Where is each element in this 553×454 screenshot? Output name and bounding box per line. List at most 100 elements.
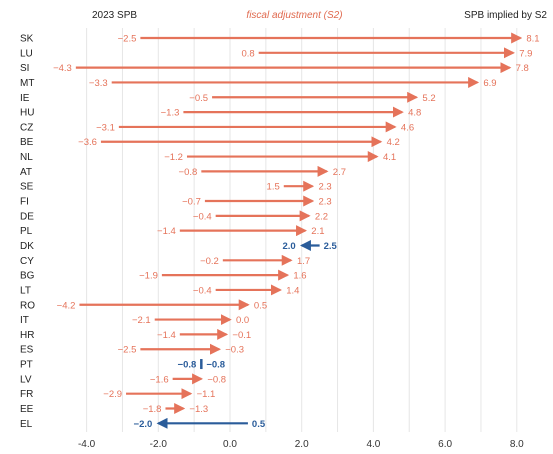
- start-value-label: −3.1: [96, 122, 115, 133]
- chart-row-si: SI −4.3 7.8: [20, 62, 529, 74]
- x-tick-label: 2.0: [295, 439, 309, 450]
- header-right-label: SPB implied by S2: [464, 10, 547, 21]
- x-tick-label: 0.0: [223, 439, 237, 450]
- x-tick-label: 6.0: [438, 439, 452, 450]
- end-value-label: −0.3: [225, 345, 244, 356]
- start-value-label: −3.3: [89, 78, 108, 89]
- chart-row-sk: SK −2.5 8.1: [20, 32, 540, 45]
- end-value-label: 4.8: [408, 108, 421, 119]
- country-label: HU: [20, 108, 34, 119]
- country-label: AT: [20, 167, 32, 178]
- x-tick-label: 8.0: [510, 439, 524, 450]
- country-label: SI: [20, 63, 29, 74]
- start-value-label: −0.5: [189, 93, 208, 104]
- end-value-label: 0.5: [254, 300, 267, 311]
- end-value-label: −0.8: [207, 374, 226, 385]
- end-value-label: 2.1: [311, 226, 324, 237]
- start-value-label: 0.8: [241, 48, 254, 59]
- chart-row-pt: PT −0.8 −0.8: [20, 359, 225, 371]
- chart-row-hu: HU −1.3 4.8: [20, 106, 421, 119]
- end-value-label: −0.1: [232, 330, 251, 341]
- end-value-label: 4.1: [383, 152, 396, 163]
- country-label: NL: [20, 152, 33, 163]
- chart-row-ie: IE −0.5 5.2: [20, 91, 436, 104]
- start-value-label: −1.4: [157, 226, 176, 237]
- country-label: FR: [20, 389, 33, 400]
- country-label: LU: [20, 48, 33, 59]
- country-label: FI: [20, 197, 29, 208]
- start-value-label: −0.4: [193, 285, 212, 296]
- country-label: EE: [20, 404, 34, 415]
- end-value-label: 4.6: [401, 122, 414, 133]
- chart-row-dk: DK 2.5 2.0: [20, 239, 338, 252]
- chart-row-lt: LT −0.4 1.4: [20, 284, 299, 296]
- end-value-label: 2.0: [282, 241, 295, 252]
- country-label: BE: [20, 137, 34, 148]
- start-value-label: −1.4: [157, 330, 176, 341]
- chart-row-ee: EE −1.8 −1.3: [20, 403, 208, 415]
- country-label: DK: [20, 241, 34, 252]
- end-value-label: 7.9: [519, 48, 532, 59]
- end-value-label: 2.7: [333, 167, 346, 178]
- header-center-label: fiscal adjustment (S2): [246, 10, 343, 21]
- start-value-label: −0.8: [178, 360, 197, 371]
- start-value-label: −0.4: [193, 211, 212, 222]
- country-label: HR: [20, 330, 34, 341]
- end-value-label: 2.3: [318, 197, 331, 208]
- start-value-label: −1.3: [161, 108, 180, 119]
- start-value-label: −3.6: [78, 137, 97, 148]
- country-label: RO: [20, 300, 35, 311]
- start-value-label: −2.9: [103, 389, 122, 400]
- country-label: PT: [20, 360, 33, 371]
- start-value-label: −2.1: [132, 315, 151, 326]
- chart-row-es: ES −2.5 −0.3: [20, 343, 244, 356]
- chart-rows: SK −2.5 8.1 LU 0.8 7.9 SI −4.3 7.8 MT −3.3 6.9 IE −0.…: [20, 32, 540, 430]
- start-value-label: −1.8: [143, 404, 162, 415]
- country-label: SE: [20, 182, 34, 193]
- end-value-label: 5.2: [422, 93, 435, 104]
- chart-row-at: AT −0.8 2.7: [20, 165, 346, 178]
- x-tick-label: 4.0: [366, 439, 380, 450]
- start-value-label: −2.5: [118, 34, 137, 45]
- start-value-label: −0.2: [200, 256, 219, 267]
- chart-row-bg: BG −1.9 1.6: [20, 269, 307, 282]
- end-value-label: 4.2: [387, 137, 400, 148]
- country-label: IE: [20, 93, 30, 104]
- country-label: CY: [20, 256, 34, 267]
- end-value-label: −0.8: [206, 360, 225, 371]
- end-value-label: 6.9: [483, 78, 496, 89]
- chart-row-fr: FR −2.9 −1.1: [20, 388, 215, 400]
- end-value-label: 2.2: [315, 211, 328, 222]
- chart-row-ro: RO −4.2 0.5: [20, 299, 267, 311]
- end-value-label: 0.0: [236, 315, 249, 326]
- start-value-label: −4.2: [57, 300, 76, 311]
- chart-row-lu: LU 0.8 7.9: [20, 47, 532, 59]
- end-value-label: −2.0: [134, 419, 153, 430]
- country-label: ES: [20, 345, 34, 356]
- start-value-label: 0.5: [252, 419, 266, 430]
- country-label: DE: [20, 211, 34, 222]
- x-axis: -4.0 -2.0 0.0 2.0 4.0 6.0 8.0: [78, 439, 524, 450]
- start-value-label: −4.3: [53, 63, 72, 74]
- chart-row-nl: NL −1.2 4.1: [20, 151, 396, 163]
- start-value-label: −0.7: [182, 197, 201, 208]
- end-value-label: 8.1: [526, 34, 539, 45]
- start-value-label: −1.6: [150, 374, 169, 385]
- x-tick-label: -4.0: [78, 439, 96, 450]
- chart-row-be: BE −3.6 4.2: [20, 136, 400, 148]
- country-label: EL: [20, 419, 33, 430]
- end-value-label: 1.6: [293, 271, 306, 282]
- header-left-label: 2023 SPB: [92, 10, 138, 21]
- x-tick-label: -2.0: [150, 439, 168, 450]
- country-label: MT: [20, 78, 34, 89]
- chart-row-hr: HR −1.4 −0.1: [20, 328, 251, 341]
- country-label: LV: [20, 374, 32, 385]
- start-value-label: 1.5: [267, 182, 280, 193]
- chart-row-fi: FI −0.7 2.3: [20, 195, 332, 208]
- chart-row-cy: CY −0.2 1.7: [20, 254, 310, 267]
- chart-row-pl: PL −1.4 2.1: [20, 225, 325, 237]
- start-value-label: −1.9: [139, 271, 158, 282]
- chart-row-se: SE 1.5 2.3: [20, 180, 332, 193]
- country-label: IT: [20, 315, 29, 326]
- country-label: BG: [20, 271, 35, 282]
